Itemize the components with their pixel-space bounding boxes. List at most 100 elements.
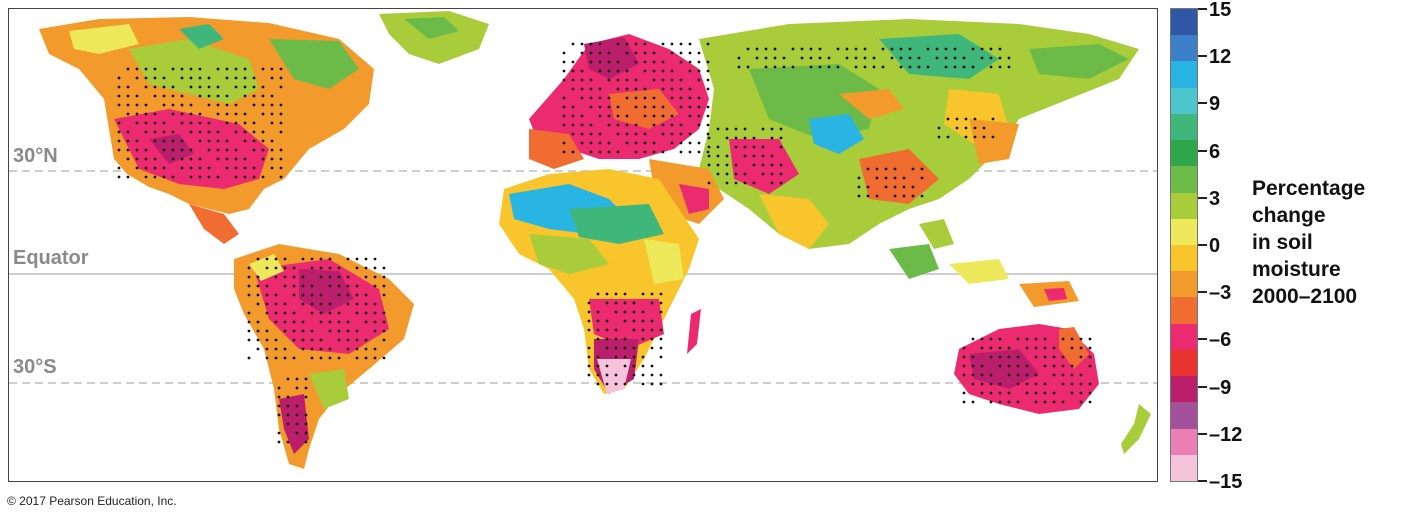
legend-tick-label: –12 xyxy=(1209,423,1243,446)
stipple-dot xyxy=(274,311,278,315)
stipple-dot xyxy=(670,87,674,91)
stipple-dot xyxy=(716,172,720,176)
stipple-dot xyxy=(652,78,656,82)
stipple-dot xyxy=(743,127,747,131)
stipple-dot xyxy=(598,150,602,154)
stipple-dot xyxy=(292,266,296,270)
stipple-dot xyxy=(283,302,287,306)
stipple-dot xyxy=(743,154,747,158)
stipple-dot xyxy=(614,373,618,377)
stipple-dot xyxy=(328,311,332,315)
stipple-dot xyxy=(659,337,663,341)
stipple-dot xyxy=(252,130,256,134)
stipple-dot xyxy=(225,112,229,116)
stipple-dot xyxy=(256,284,260,288)
stipple-dot xyxy=(937,126,941,130)
stipple-dot xyxy=(980,391,984,395)
legend-tick-label: 0 xyxy=(1209,235,1221,257)
stipple-dot xyxy=(589,141,593,145)
stipple-dot xyxy=(256,338,260,342)
stipple-dot xyxy=(562,96,566,100)
stipple-dot xyxy=(304,413,308,417)
stipple-dot xyxy=(872,56,876,60)
stipple-dot xyxy=(779,127,783,131)
stipple-dot xyxy=(989,382,993,386)
stipple-dot xyxy=(373,284,377,288)
stipple-dot xyxy=(355,302,359,306)
stipple-dot xyxy=(355,284,359,288)
stipple-dot xyxy=(319,338,323,342)
stipple-dot xyxy=(279,130,283,134)
stipple-dot xyxy=(632,301,636,305)
stipple-dot xyxy=(650,346,654,350)
stipple-dot xyxy=(144,166,148,170)
stipple-dot xyxy=(679,123,683,127)
stipple-dot xyxy=(596,292,600,296)
stipple-dot xyxy=(295,377,299,381)
stipple-dot xyxy=(866,185,870,189)
stipple-dot xyxy=(243,130,247,134)
stipple-dot xyxy=(1061,382,1065,386)
stipple-dot xyxy=(800,56,804,60)
stipple-dot xyxy=(809,47,813,51)
stipple-dot xyxy=(225,166,229,170)
stipple-dot xyxy=(337,284,341,288)
stipple-dot xyxy=(364,275,368,279)
stipple-dot xyxy=(571,123,575,127)
stipple-dot xyxy=(800,47,804,51)
stipple-dot xyxy=(171,103,175,107)
stipple-dot xyxy=(328,284,332,288)
stipple-dot xyxy=(652,51,656,55)
stipple-dot xyxy=(998,400,1002,404)
stipple-dot xyxy=(706,150,710,154)
stipple-dot xyxy=(243,157,247,161)
stipple-dot xyxy=(571,60,575,64)
stipple-dot xyxy=(310,356,314,360)
stipple-dot xyxy=(989,337,993,341)
stipple-dot xyxy=(632,373,636,377)
stipple-dot xyxy=(971,373,975,377)
stipple-dot xyxy=(854,56,858,60)
stipple-dot xyxy=(144,85,148,89)
stipple-dot xyxy=(265,284,269,288)
stipple-dot xyxy=(854,65,858,69)
stipple-dot xyxy=(679,96,683,100)
stipple-dot xyxy=(761,172,765,176)
stipple-dot xyxy=(911,167,915,171)
stipple-dot xyxy=(198,112,202,116)
stipple-dot xyxy=(643,141,647,145)
stipple-dot xyxy=(944,47,948,51)
stipple-dot xyxy=(1079,391,1083,395)
stipple-dot xyxy=(652,96,656,100)
stipple-dot xyxy=(641,382,645,386)
stipple-dot xyxy=(319,311,323,315)
stipple-dot xyxy=(328,329,332,333)
legend-swatch xyxy=(1171,297,1197,325)
stipple-dot xyxy=(216,67,220,71)
stipple-dot xyxy=(328,266,332,270)
stipple-dot xyxy=(598,132,602,136)
stipple-dot xyxy=(875,167,879,171)
stipple-dot xyxy=(707,181,711,185)
stipple-dot xyxy=(319,347,323,351)
stipple-dot xyxy=(373,302,377,306)
legend-tick-label: –9 xyxy=(1209,376,1232,399)
stipple-dot xyxy=(144,130,148,134)
stipple-dot xyxy=(162,175,166,179)
stipple-dot xyxy=(135,148,139,152)
stipple-dot xyxy=(301,302,305,306)
stipple-dot xyxy=(270,112,274,116)
stipple-dot xyxy=(247,275,251,279)
stipple-dot xyxy=(256,302,260,306)
stipple-dot xyxy=(650,382,654,386)
stipple-dot xyxy=(616,132,620,136)
stipple-dot xyxy=(743,136,747,140)
stipple-dot xyxy=(198,121,202,125)
stipple-dot xyxy=(364,257,368,261)
legend-swatch xyxy=(1171,349,1197,377)
stipple-dot xyxy=(277,413,281,417)
stipple-dot xyxy=(998,355,1002,359)
stipple-dot xyxy=(634,105,638,109)
stipple-dot xyxy=(135,139,139,143)
stipple-dot xyxy=(256,293,260,297)
